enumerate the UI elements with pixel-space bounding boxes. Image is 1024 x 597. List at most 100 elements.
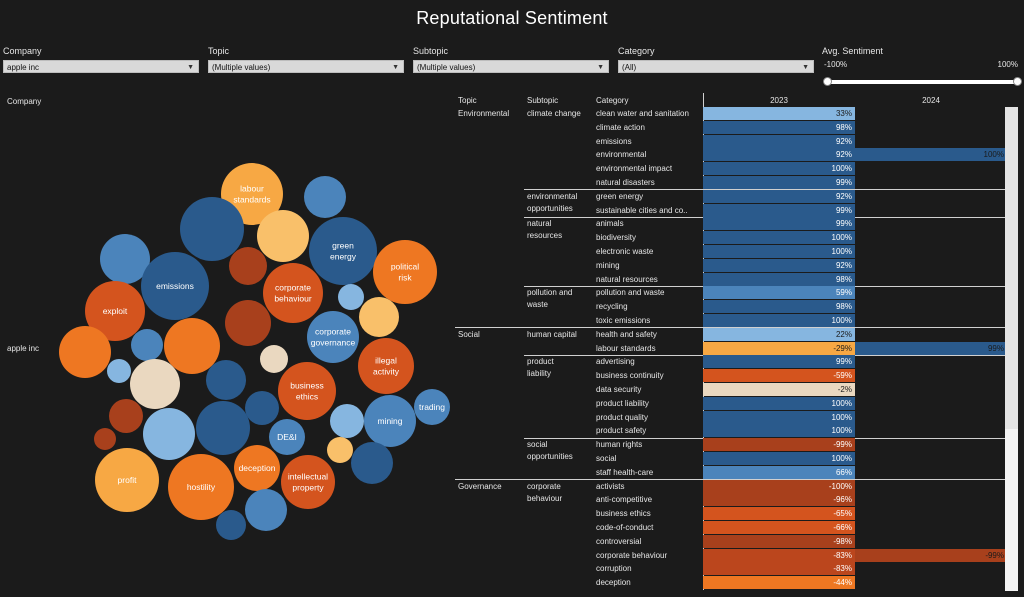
filter-label: Category	[618, 46, 655, 56]
sentiment-bar-2023[interactable]	[703, 562, 855, 576]
bubble[interactable]	[131, 329, 163, 361]
bubble-corporate-governance[interactable]	[307, 311, 359, 363]
bubble[interactable]	[180, 197, 244, 261]
slider-track[interactable]	[823, 77, 1022, 86]
bubble[interactable]	[107, 359, 131, 383]
bubble[interactable]	[245, 391, 279, 425]
sentiment-bar-2024[interactable]	[855, 548, 1007, 562]
bubble[interactable]	[338, 284, 364, 310]
sentiment-bar-2023[interactable]	[703, 300, 855, 314]
scrollbar-track[interactable]	[1005, 429, 1018, 591]
filter-value: (Multiple values)	[212, 63, 271, 72]
bubble[interactable]	[225, 300, 271, 346]
bubble[interactable]	[143, 408, 195, 460]
sentiment-bar-2023[interactable]	[703, 231, 855, 245]
sentiment-value-2024: -99%	[985, 550, 1004, 560]
bubble-illegal-activity[interactable]	[358, 338, 414, 394]
bubble[interactable]	[206, 360, 246, 400]
bubble[interactable]	[245, 489, 287, 531]
bubble-deception[interactable]	[234, 445, 280, 491]
slider-max-handle[interactable]	[1013, 77, 1022, 86]
sentiment-bar-2024[interactable]	[855, 341, 1007, 355]
bubble[interactable]	[94, 428, 116, 450]
bubble-emissions[interactable]	[141, 252, 209, 320]
slider-min-handle[interactable]	[823, 77, 832, 86]
bubble-green-energy[interactable]	[309, 217, 377, 285]
sentiment-bar-2023[interactable]	[703, 189, 855, 203]
bubble-trading[interactable]	[414, 389, 450, 425]
sentiment-bar-2023[interactable]	[703, 534, 855, 548]
filter-label: Subtopic	[413, 46, 449, 56]
sentiment-bar-2023[interactable]	[703, 314, 855, 327]
sentiment-bar-2023[interactable]	[703, 162, 855, 176]
sentiment-bar-2023[interactable]	[703, 465, 855, 479]
sentiment-bar-2023[interactable]	[703, 245, 855, 258]
bubble-de-i[interactable]	[269, 419, 305, 455]
bubble[interactable]	[229, 247, 267, 285]
sentiment-bar-2023[interactable]	[703, 396, 855, 410]
sentiment-bar-2023[interactable]	[703, 203, 855, 217]
sentiment-bar-2023[interactable]	[703, 548, 855, 562]
sentiment-bar-2023[interactable]	[703, 258, 855, 272]
bubble-exploit[interactable]	[85, 281, 145, 341]
sentiment-bar-2023[interactable]	[703, 452, 855, 465]
bubble[interactable]	[330, 404, 364, 438]
sentiment-bar-2023[interactable]	[703, 341, 855, 355]
sentiment-bar-2023[interactable]	[703, 383, 855, 396]
sentiment-bar-2023[interactable]	[703, 217, 855, 231]
sentiment-bar-2023[interactable]	[703, 369, 855, 383]
sentiment-bar-2023[interactable]	[703, 355, 855, 369]
sentiment-bar-2023[interactable]	[703, 410, 855, 424]
filter-dropdown[interactable]: (All) ▼	[618, 60, 814, 73]
bubble-profit[interactable]	[95, 448, 159, 512]
bubble[interactable]	[351, 442, 393, 484]
bubble[interactable]	[164, 318, 220, 374]
bubble[interactable]	[304, 176, 346, 218]
category-label: recycling	[596, 302, 628, 312]
sentiment-bar-2023[interactable]	[703, 479, 855, 493]
bubble[interactable]	[59, 326, 111, 378]
bubble[interactable]	[260, 345, 288, 373]
avg-sentiment-slider[interactable]: Avg. Sentiment -100% 100%	[822, 46, 1020, 71]
sentiment-bar-2023[interactable]	[703, 576, 855, 590]
sentiment-bar-2023[interactable]	[703, 327, 855, 341]
bubble[interactable]	[216, 510, 246, 540]
sentiment-bar-2024[interactable]	[855, 148, 1007, 162]
bubble-mining[interactable]	[364, 395, 416, 447]
bubble[interactable]	[257, 210, 309, 262]
bubble-hostility[interactable]	[168, 454, 234, 520]
bubble-corporate-behaviour[interactable]	[263, 263, 323, 323]
sentiment-bar-2023[interactable]	[703, 107, 855, 120]
sentiment-bar-2023[interactable]	[703, 507, 855, 521]
bubble[interactable]	[327, 437, 353, 463]
filter-topic: Topic (Multiple values) ▼	[208, 46, 404, 73]
bubble[interactable]	[100, 234, 150, 284]
sentiment-bar-2023[interactable]	[703, 272, 855, 286]
bubble[interactable]	[196, 401, 250, 455]
sentiment-bar-2023[interactable]	[703, 148, 855, 162]
filter-category: Category (All) ▼	[618, 46, 814, 73]
bubble-label: hostility	[187, 482, 216, 492]
sentiment-bar-2023[interactable]	[703, 424, 855, 438]
bubble-political-risk[interactable]	[373, 240, 437, 304]
sentiment-bar-2023[interactable]	[703, 176, 855, 189]
sentiment-bar-2023[interactable]	[703, 493, 855, 507]
sentiment-bar-2023[interactable]	[703, 134, 855, 148]
sentiment-bar-2023[interactable]	[703, 286, 855, 300]
bubble-business-ethics[interactable]	[278, 362, 336, 420]
bubble-label: political	[391, 262, 419, 272]
sentiment-bar-2023[interactable]	[703, 120, 855, 134]
subtopic-label: social	[527, 440, 548, 450]
filter-dropdown[interactable]: apple inc ▼	[3, 60, 199, 73]
bubble[interactable]	[359, 297, 399, 337]
bubble[interactable]	[130, 359, 180, 409]
bubble-intellectual-property[interactable]	[281, 455, 335, 509]
sentiment-bar-2023[interactable]	[703, 521, 855, 534]
filter-dropdown[interactable]: (Multiple values) ▼	[413, 60, 609, 73]
sentiment-bar-2023[interactable]	[703, 438, 855, 452]
filter-dropdown[interactable]: (Multiple values) ▼	[208, 60, 404, 73]
category-label: product liability	[596, 398, 649, 408]
table-scrollbar[interactable]	[1005, 107, 1018, 591]
bubble[interactable]	[109, 399, 143, 433]
